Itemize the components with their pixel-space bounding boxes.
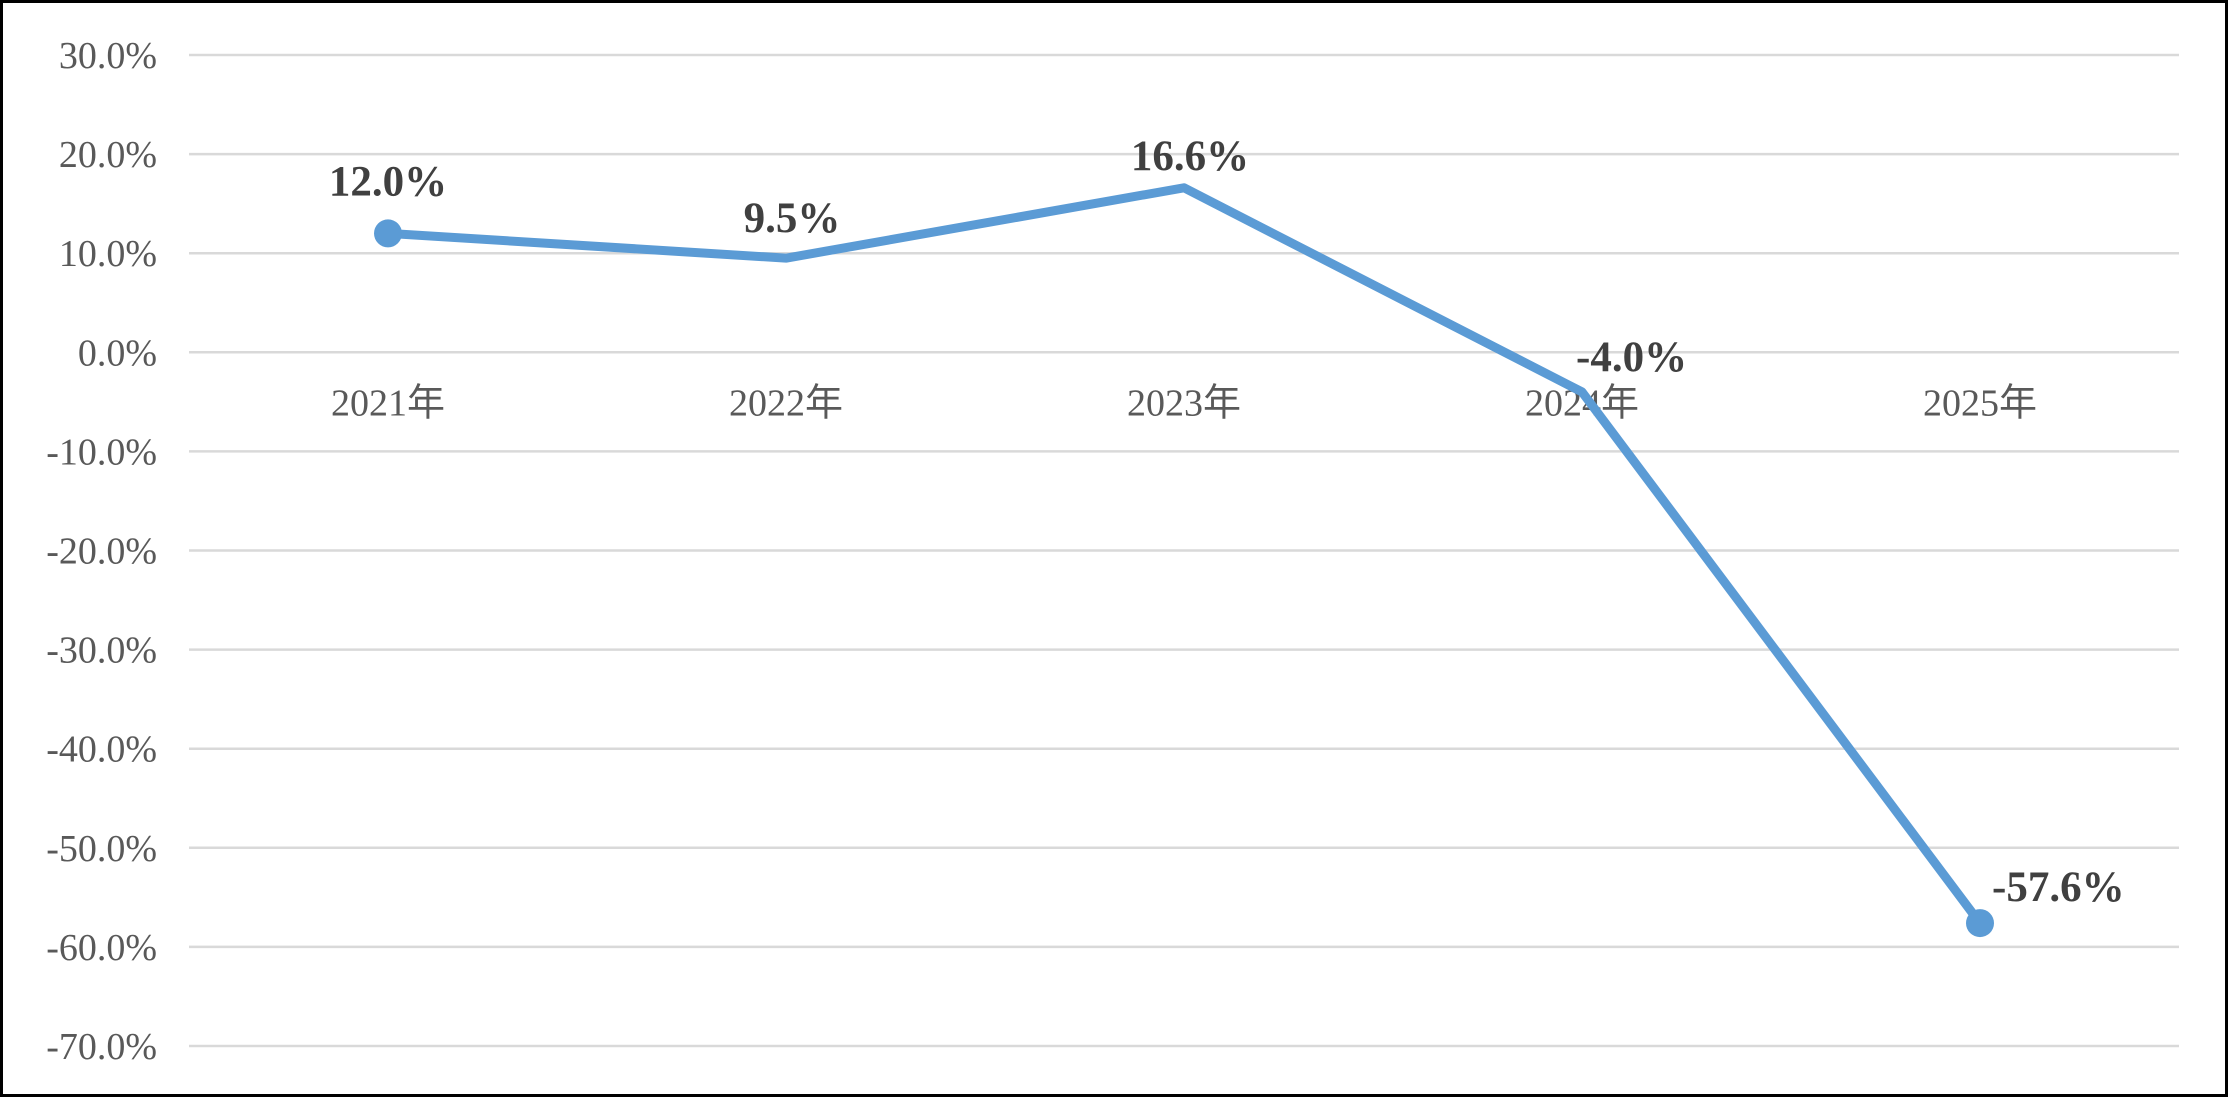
series-layer (374, 183, 1994, 938)
x-axis-category-labels: 2021年 2022年 2023年 2024年 2025年 (331, 382, 2037, 424)
y-tick-label: 0.0% (78, 332, 157, 374)
data-label: 9.5% (744, 195, 841, 242)
data-label: -57.6% (1992, 864, 2125, 911)
data-label: 16.6% (1131, 133, 1249, 180)
y-tick-label: -30.0% (46, 630, 157, 672)
data-point-marker (1966, 909, 1994, 938)
line-chart: 30.0% 20.0% 10.0% 0.0% -10.0% -20.0% -30.0% -40… (46, 35, 2179, 1068)
y-tick-label: -70.0% (46, 1026, 157, 1068)
series-line (383, 183, 1985, 928)
x-category-label: 2022年 (729, 382, 843, 424)
data-labels: 12.0% 9.5% 16.6% -4.0% -57.6% (329, 133, 2125, 911)
y-tick-label: 30.0% (59, 35, 157, 77)
y-tick-label: -20.0% (46, 531, 157, 573)
y-tick-label: -40.0% (46, 729, 157, 771)
y-tick-label: -50.0% (46, 828, 157, 870)
gridlines (189, 53, 2179, 1048)
y-tick-label: -60.0% (46, 927, 157, 969)
data-label: 12.0% (329, 158, 447, 205)
data-label: -4.0% (1576, 334, 1687, 381)
y-tick-label: 10.0% (59, 233, 157, 275)
x-category-label: 2025年 (1923, 382, 2037, 424)
x-category-label: 2023年 (1127, 382, 1241, 424)
y-axis-tick-labels: 30.0% 20.0% 10.0% 0.0% -10.0% -20.0% -30.0% -40… (46, 35, 157, 1068)
x-category-label: 2021年 (331, 382, 445, 424)
y-tick-label: -10.0% (46, 431, 157, 473)
y-tick-label: 20.0% (59, 134, 157, 176)
data-point-marker (374, 219, 402, 248)
